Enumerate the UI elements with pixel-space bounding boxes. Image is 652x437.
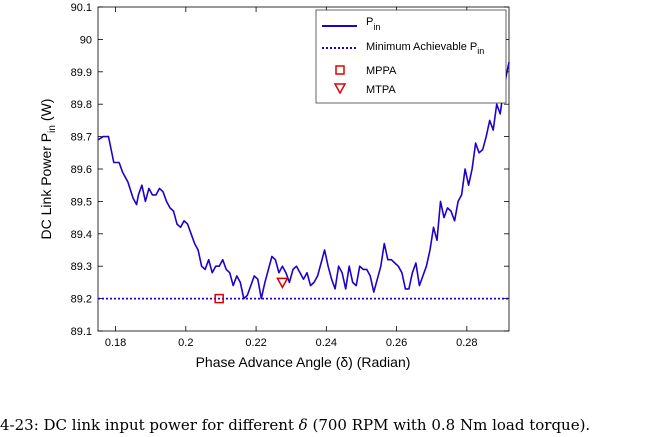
x-tick-label: 0.22 bbox=[245, 337, 266, 349]
chart: 0.18 0.2 0.22 0.24 0.26 0.28 89.1 89.2 89.3 89.4 8… bbox=[38, 2, 510, 370]
legend-pin-main: P bbox=[366, 16, 373, 28]
legend-mppa-label: MPPA bbox=[366, 65, 397, 77]
legend-mtpa-marker bbox=[333, 83, 347, 95]
marker-layer bbox=[214, 277, 289, 304]
caption-prefix: 4-23: DC link input power for different bbox=[0, 416, 299, 434]
y-tick-label: 89.8 bbox=[71, 99, 92, 111]
legend-pin-label: Pin bbox=[366, 16, 380, 32]
y-tick-label: 90.1 bbox=[71, 2, 92, 14]
legend-min-label: Minimum Achievable Pin bbox=[366, 41, 484, 56]
y-tick-label: 89.5 bbox=[71, 196, 92, 208]
y-axis-label: DC Link Power Pin (W) bbox=[38, 99, 58, 240]
x-tick-label: 0.24 bbox=[316, 337, 337, 349]
x-tick-label: 0.2 bbox=[178, 337, 193, 349]
legend: Pin Minimum Achievable Pin MPPA MTPA bbox=[315, 9, 507, 104]
legend-mppa-marker bbox=[335, 65, 345, 75]
y-tick-label: 89.4 bbox=[71, 229, 92, 241]
figure-caption: 4-23: DC link input power for different … bbox=[0, 416, 652, 434]
y-tick-label: 89.9 bbox=[71, 67, 92, 79]
x-tick-label: 0.26 bbox=[386, 337, 407, 349]
ticks: 0.18 0.2 0.22 0.24 0.26 0.28 89.1 89.2 89.3 89.4 8… bbox=[71, 2, 509, 349]
mtpa-marker bbox=[276, 277, 289, 289]
mppa-marker bbox=[214, 293, 224, 304]
y-tick-label: 89.7 bbox=[71, 132, 92, 144]
y-axis-label-sub: in bbox=[47, 125, 58, 133]
x-axis-label: Phase Advance Angle (δ) (Radian) bbox=[196, 354, 411, 370]
y-tick-label: 89.3 bbox=[71, 261, 92, 273]
caption-symbol: δ bbox=[298, 416, 308, 434]
legend-pin-sub: in bbox=[373, 22, 380, 32]
y-axis-label-unit: (W) bbox=[38, 99, 54, 122]
y-axis-label-main: DC Link Power P bbox=[38, 133, 54, 240]
y-tick-label: 89.1 bbox=[71, 326, 92, 338]
y-tick-label: 89.6 bbox=[71, 164, 92, 176]
legend-mtpa-label: MTPA bbox=[366, 84, 396, 96]
series-line-0 bbox=[97, 61, 510, 300]
caption-suffix: (700 RPM with 0.8 Nm load torque). bbox=[307, 416, 591, 434]
x-tick-label: 0.28 bbox=[456, 337, 477, 349]
legend-min-sub: in bbox=[477, 46, 484, 56]
x-tick-label: 0.18 bbox=[105, 337, 126, 349]
y-tick-label: 89.2 bbox=[71, 294, 92, 306]
y-tick-label: 90 bbox=[80, 34, 92, 46]
series-layer bbox=[97, 61, 510, 300]
legend-min-main: Minimum Achievable P bbox=[366, 41, 477, 53]
legend-box bbox=[315, 9, 507, 104]
